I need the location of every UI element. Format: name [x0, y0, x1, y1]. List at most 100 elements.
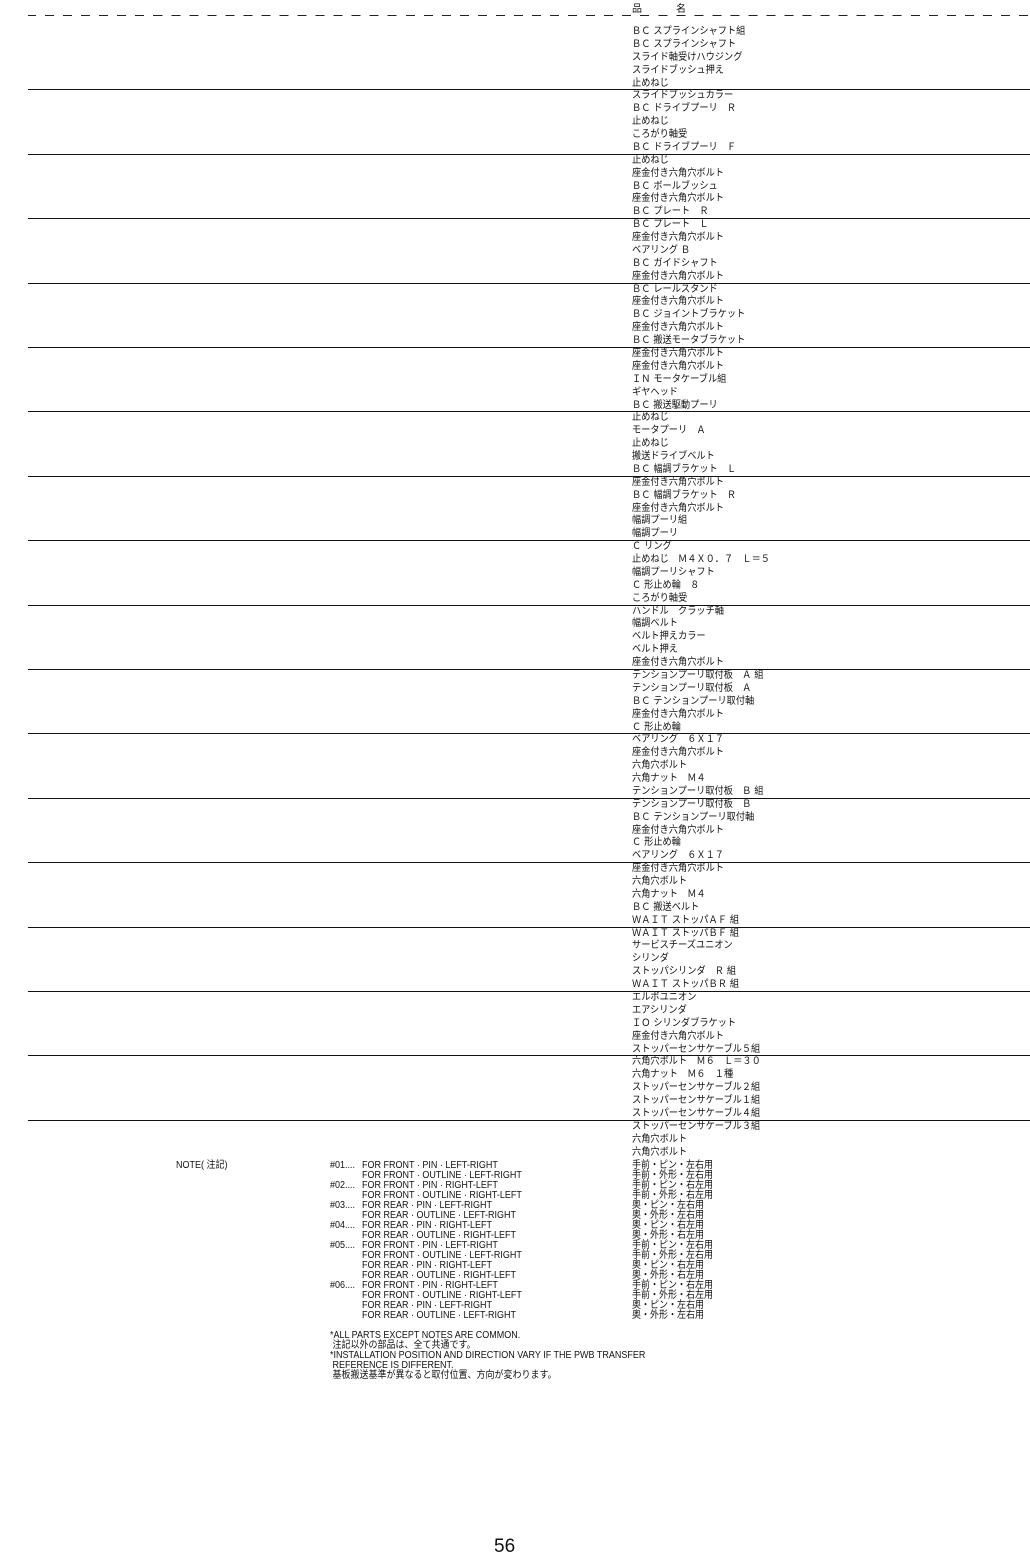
- footer-note: 注記以外の部品は、全て共通です。: [330, 1340, 476, 1351]
- part-name-row: 幅調プーリ組: [632, 515, 688, 527]
- note-number: #03....: [330, 1200, 356, 1211]
- part-name-row: ＢＣ ジョイントブラケット: [632, 309, 746, 321]
- part-name-row: 六角穴ボルト: [632, 1133, 688, 1145]
- note-japanese: 手前・外形・右左用: [632, 1290, 713, 1301]
- part-name-row: ストッパーセンサケーブル５組: [632, 1043, 761, 1055]
- part-name-row: サービスチーズユニオン: [632, 940, 733, 952]
- footer-note: *ALL PARTS EXCEPT NOTES ARE COMMON.: [330, 1330, 521, 1341]
- note-english: FOR FRONT · OUTLINE · RIGHT-LEFT: [362, 1190, 522, 1201]
- part-name-row: Ｃ 形止め輪: [632, 837, 681, 849]
- part-name-row: テンションプーリ取付板 Ａ 組: [632, 670, 764, 681]
- part-name-row: ベルト押えカラー: [632, 631, 706, 643]
- group-separator: [28, 540, 1030, 542]
- part-name-row: ＢＣ プレート Ｌ: [632, 219, 709, 231]
- footer-note: REFERENCE IS DIFFERENT.: [330, 1360, 454, 1371]
- note-japanese: 手前・ピン・右左用: [632, 1280, 713, 1291]
- part-name-row: エアシリンダ: [632, 1004, 687, 1016]
- part-name-row: 六角穴ボルト: [632, 1146, 688, 1158]
- part-name-row: ベルト押え: [632, 644, 678, 656]
- part-name-row: ＢＣ 搬送モータブラケット: [632, 335, 746, 347]
- part-name-row: 止めねじ: [632, 77, 669, 89]
- part-name-row: 六角ナット Ｍ６ １種: [632, 1069, 734, 1081]
- group-separator: [28, 797, 1030, 799]
- group-separator: [28, 411, 1030, 413]
- note-english: FOR REAR · OUTLINE · LEFT-RIGHT: [362, 1310, 517, 1321]
- group-separator: [28, 218, 1030, 220]
- part-name-row: エルボユニオン: [632, 992, 697, 1003]
- part-name-row: テンションプーリ取付板 Ｂ: [632, 798, 752, 810]
- part-name-row: ＢＣ ドライブプーリ Ｆ: [632, 141, 737, 153]
- part-name-row: 座金付き六角穴ボルト: [632, 863, 724, 875]
- note-english: FOR FRONT · PIN · LEFT-RIGHT: [362, 1240, 498, 1251]
- part-name-row: 座金付き六角穴ボルト: [632, 747, 724, 759]
- note-english: FOR REAR · PIN · LEFT-RIGHT: [362, 1200, 493, 1211]
- part-name-row: 六角ナット Ｍ４: [632, 888, 706, 900]
- footer-note: 基板搬送基準が異なると取付位置、方向が変わります。: [330, 1370, 557, 1381]
- group-separator: [28, 991, 1030, 992]
- note-japanese: 奥・外形・左右用: [632, 1310, 704, 1321]
- part-name-row: ＢＣ ボールブッシュ: [632, 180, 718, 192]
- part-name-row: 座金付き六角穴ボルト: [632, 476, 724, 488]
- part-name-row: スライドブッシュ押え: [632, 64, 724, 76]
- note-number: #04....: [330, 1220, 356, 1231]
- note-number: #02....: [330, 1180, 356, 1191]
- part-name-row: ストッパーセンサケーブル３組: [632, 1120, 761, 1132]
- header-divider: [28, 15, 1030, 16]
- note-japanese: 奥・ピン・左右用: [632, 1200, 704, 1211]
- note-english: FOR FRONT · PIN · RIGHT-LEFT: [362, 1180, 498, 1191]
- part-name-row: 座金付き六角穴ボルト: [632, 1030, 724, 1042]
- part-name-row: ＢＣ スプラインシャフト組: [632, 26, 746, 37]
- note-japanese: 奥・外形・右左用: [632, 1230, 704, 1241]
- part-name-row: スライド軸受けハウジング: [632, 51, 743, 63]
- part-name-row: 六角穴ボルト: [632, 760, 688, 772]
- part-name-row: ころがり軸受: [632, 129, 688, 141]
- notes-label: NOTE( 注記): [176, 1160, 228, 1171]
- part-name-row: ＢＣ 搬送駆動プーリ: [632, 399, 718, 411]
- group-separator: [28, 1055, 1030, 1057]
- group-separator: [28, 153, 1030, 155]
- part-name-row: シリンダ: [632, 953, 669, 965]
- part-name-row: 六角ナット Ｍ４: [632, 773, 706, 785]
- note-english: FOR REAR · OUTLINE · LEFT-RIGHT: [362, 1210, 517, 1221]
- note-english: FOR REAR · PIN · RIGHT-LEFT: [362, 1220, 493, 1231]
- part-name-row: 止めねじ: [632, 154, 669, 166]
- part-name-row: ＢＣ プレート Ｒ: [632, 206, 709, 218]
- note-japanese: 奥・ピン・右左用: [632, 1260, 704, 1271]
- group-separator: [28, 475, 1030, 477]
- part-name-row: 座金付き六角穴ボルト: [632, 322, 724, 334]
- part-name-row: 座金付き六角穴ボルト: [632, 193, 724, 205]
- part-name-row: スライドブッシュカラー: [632, 90, 734, 102]
- group-separator: [28, 282, 1030, 284]
- note-english: FOR REAR · OUTLINE · RIGHT-LEFT: [362, 1230, 517, 1241]
- part-name-row: 座金付き六角穴ボルト: [632, 824, 724, 836]
- note-japanese: 手前・ピン・左右用: [632, 1160, 713, 1171]
- group-separator: [28, 926, 1030, 928]
- note-english: FOR FRONT · PIN · RIGHT-LEFT: [362, 1280, 498, 1291]
- part-name-row: 六角穴ボルト Ｍ６ Ｌ＝３０: [632, 1056, 761, 1068]
- note-english: FOR REAR · OUTLINE · RIGHT-LEFT: [362, 1270, 517, 1281]
- part-name-row: テンションプーリ取付板 Ａ: [632, 682, 752, 694]
- part-name-row: ストッパーセンサケーブル４組: [632, 1107, 761, 1119]
- part-name-row: ＷＡＩＴ ストッパＢＦ 組: [632, 927, 740, 939]
- part-name-row: ＢＣ 幅調ブラケット Ｒ: [632, 489, 737, 501]
- part-name-row: 座金付き六角穴ボルト: [632, 360, 724, 372]
- part-name-row: 座金付き六角穴ボルト: [632, 708, 724, 720]
- note-japanese: 奥・外形・左右用: [632, 1210, 704, 1221]
- part-name-row: ベアリング Ｂ: [632, 244, 691, 256]
- part-name-row: ハンドル クラッチ軸: [632, 605, 724, 617]
- footer-note: *INSTALLATION POSITION AND DIRECTION VAR…: [330, 1350, 646, 1361]
- note-japanese: 手前・外形・左右用: [632, 1170, 713, 1181]
- part-name-row: 止めねじ: [632, 412, 669, 424]
- part-name-row: モータプーリ Ａ: [632, 425, 706, 437]
- part-name-row: 止めねじ Ｍ４Ｘ０．７ Ｌ＝５: [632, 554, 770, 566]
- part-name-row: 六角穴ボルト: [632, 876, 688, 888]
- note-english: FOR FRONT · OUTLINE · LEFT-RIGHT: [362, 1170, 522, 1181]
- part-name-row: ＷＡＩＴ ストッパＡＦ 組: [632, 914, 740, 926]
- note-number: #06....: [330, 1280, 356, 1291]
- note-english: FOR REAR · PIN · RIGHT-LEFT: [362, 1260, 493, 1271]
- column-header-part-name: 品 名: [632, 4, 698, 15]
- part-name-row: ＷＡＩＴ ストッパＢＲ 組: [632, 979, 740, 991]
- part-name-row: 座金付き六角穴ボルト: [632, 232, 724, 244]
- part-name-row: 座金付き六角穴ボルト: [632, 167, 724, 179]
- part-name-row: ＩＮ モータケーブル組: [632, 373, 727, 385]
